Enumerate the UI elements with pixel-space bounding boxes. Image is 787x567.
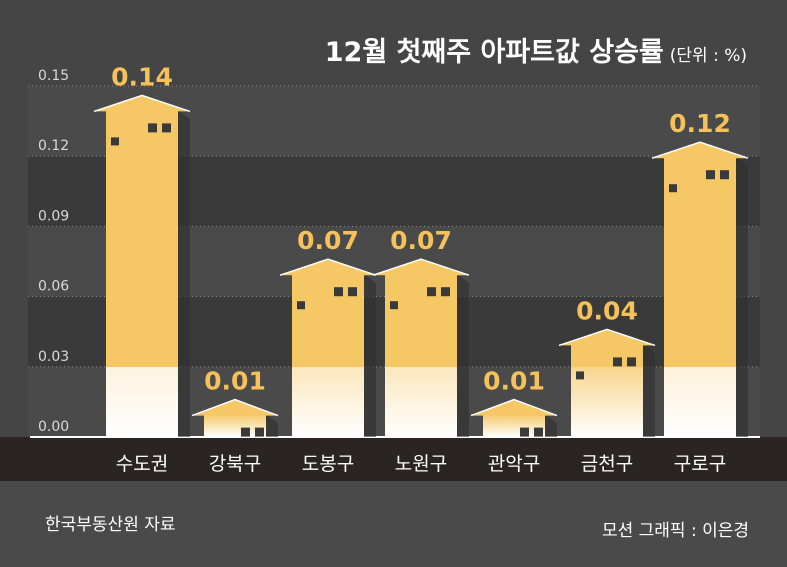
bar-roof <box>373 259 469 276</box>
bar-roof-edge <box>93 94 191 113</box>
window-icon <box>520 427 529 437</box>
window-icon <box>148 123 157 133</box>
chart-unit: (단위 : %) <box>669 46 747 66</box>
bar-shadow <box>266 413 278 437</box>
window-icon <box>669 184 677 193</box>
x-category-label: 도봉구 <box>302 453 354 475</box>
x-category-label: 금천구 <box>581 453 633 475</box>
bar-solid <box>571 343 643 367</box>
bar-roof-edge <box>372 258 470 276</box>
bar <box>483 413 545 437</box>
bar-shadow <box>364 273 376 437</box>
window-icon <box>111 137 119 146</box>
chart-title-text: 12월 첫째주 아파트값 상승률 <box>324 37 664 68</box>
y-tick-label: 0.09 <box>38 208 69 224</box>
x-category-label: 구로구 <box>674 453 726 475</box>
bar-roof-edge <box>191 398 279 417</box>
bar-shadow <box>643 343 655 437</box>
window-icon <box>534 427 543 437</box>
bar-solid <box>106 109 178 368</box>
bar-roof-edge <box>470 398 558 417</box>
bar-roof <box>471 399 557 416</box>
y-tick-label: 0.12 <box>38 138 69 154</box>
baseline-band <box>0 437 787 481</box>
window-icon <box>613 357 622 367</box>
value-label: 0.01 <box>204 367 266 396</box>
y-tick-label: 0.03 <box>38 349 69 365</box>
bar <box>204 413 266 437</box>
y-tick-label: 0.00 <box>38 419 69 435</box>
window-icon <box>441 287 450 297</box>
bar-roof <box>559 329 655 346</box>
bar-shadow <box>178 109 190 438</box>
bar-roof-edge <box>558 328 656 347</box>
window-icon <box>427 287 436 297</box>
graphic-credit: 모션 그래픽 : 이은경 <box>601 521 749 541</box>
bar-shadow <box>736 156 748 437</box>
x-category-label: 강북구 <box>209 453 261 475</box>
window-icon <box>390 301 398 310</box>
y-tick-label: 0.15 <box>38 68 69 84</box>
bar-shadow <box>545 413 557 437</box>
value-label: 0.01 <box>483 367 545 396</box>
bar-roof <box>192 399 278 416</box>
bar-roof <box>94 95 190 112</box>
window-icon <box>627 357 636 367</box>
source-note: 한국부동산원 자료 <box>45 515 176 535</box>
value-label: 0.04 <box>576 296 638 325</box>
window-icon <box>255 427 264 437</box>
y-tick-label: 0.06 <box>38 279 69 295</box>
x-category-label: 수도권 <box>116 453 168 475</box>
bar-roof <box>280 259 376 276</box>
bar-shadow <box>457 273 469 437</box>
window-icon <box>720 170 729 180</box>
window-icon <box>348 287 357 297</box>
chart-title: 12월 첫째주 아파트값 상승률 (단위 : %) <box>325 30 747 69</box>
value-label: 0.14 <box>111 62 173 91</box>
value-label: 0.07 <box>297 226 359 255</box>
window-icon <box>706 170 715 180</box>
bar-roof-edge <box>651 141 749 159</box>
x-category-label: 관악구 <box>488 453 540 475</box>
window-icon <box>576 371 584 380</box>
value-label: 0.07 <box>390 226 452 255</box>
footer-band <box>0 481 787 567</box>
value-label: 0.12 <box>669 109 731 138</box>
bar-roof-edge <box>279 258 377 276</box>
bar-roof <box>652 142 748 159</box>
x-category-label: 노원구 <box>395 453 447 475</box>
window-icon <box>334 287 343 297</box>
window-icon <box>297 301 305 310</box>
window-icon <box>162 123 171 133</box>
window-icon <box>241 427 250 437</box>
